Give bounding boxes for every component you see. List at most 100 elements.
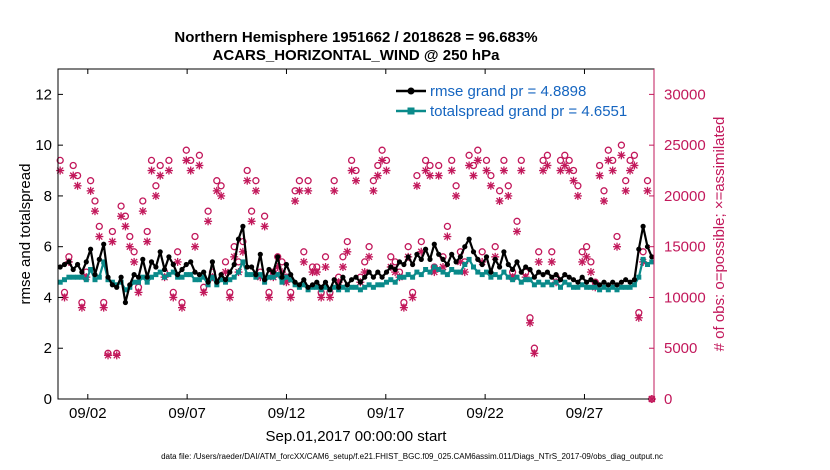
rmse-point — [418, 256, 424, 262]
assimilated-obs-marker — [378, 156, 387, 165]
rmse-point — [375, 269, 381, 275]
totalspread-point — [571, 284, 576, 290]
totalspread-point — [484, 269, 489, 275]
obs-count-markers — [56, 141, 656, 403]
totalspread-point — [584, 284, 590, 290]
possible-obs-marker — [452, 182, 460, 190]
totalspread-point — [344, 287, 350, 293]
totalspread-point — [649, 259, 655, 265]
totalspread-point — [388, 277, 394, 283]
assimilated-obs-marker — [147, 166, 156, 175]
totalspread-point — [645, 262, 650, 267]
possible-obs-marker — [517, 156, 525, 165]
rmse-point — [92, 272, 98, 278]
y2-axis-label: # of obs: o=possible; ×=assimilated — [711, 117, 728, 352]
rmse-point — [57, 264, 63, 270]
assimilated-obs-marker — [143, 237, 152, 246]
totalspread-point — [149, 274, 154, 280]
totalspread-point — [340, 284, 346, 290]
y-tick-label: 8 — [44, 188, 52, 205]
rmse-point — [362, 274, 368, 280]
rmse-point — [644, 244, 651, 250]
rmse-point — [270, 269, 276, 275]
possible-obs-marker — [130, 248, 138, 256]
assimilated-obs-marker — [621, 186, 630, 195]
totalspread-point — [549, 282, 555, 288]
possible-obs-marker — [500, 156, 508, 165]
possible-obs-marker — [321, 253, 330, 261]
totalspread-point — [531, 282, 537, 288]
totalspread-point — [475, 269, 481, 275]
y2-tick-label: 20000 — [664, 188, 706, 205]
possible-obs-marker — [630, 151, 639, 159]
rmse-point — [118, 274, 124, 280]
rmse-point — [279, 274, 285, 280]
rmse-point — [188, 259, 194, 265]
assimilated-obs-marker — [447, 166, 456, 175]
totalspread-point — [579, 282, 585, 288]
totalspread-point — [414, 269, 420, 275]
totalspread-point — [192, 277, 198, 283]
totalspread-point — [209, 274, 215, 280]
totalspread-point — [153, 272, 159, 278]
totalspread-point — [66, 274, 72, 280]
totalspread-point — [497, 274, 503, 280]
y-tick-label: 10 — [35, 137, 52, 154]
totalspread-point — [196, 277, 202, 283]
possible-obs-marker — [565, 156, 573, 165]
rmse-point — [327, 287, 333, 293]
totalspread-point — [279, 279, 285, 285]
possible-obs-marker — [117, 202, 125, 210]
totalspread-point — [518, 279, 524, 285]
rmse-point — [592, 279, 598, 285]
totalspread-point — [253, 274, 259, 280]
rmse-point — [349, 277, 355, 283]
assimilated-obs-marker — [108, 237, 117, 246]
rmse-point — [431, 241, 437, 247]
y-axis-label: rmse and totalspread — [17, 164, 34, 305]
totalspread-point — [83, 277, 89, 283]
possible-obs-marker — [548, 248, 556, 256]
totalspread-point — [540, 282, 546, 288]
possible-obs-marker — [613, 232, 621, 241]
rmse-point — [436, 251, 442, 257]
assimilated-obs-marker — [473, 156, 482, 165]
rmse-point — [131, 272, 137, 278]
totalspread-point — [640, 256, 646, 262]
assimilated-obs-marker — [69, 171, 78, 180]
totalspread-point — [423, 267, 429, 272]
rmse-point — [462, 244, 468, 250]
possible-obs-marker — [69, 161, 77, 170]
legend-rmse-marker — [407, 87, 415, 95]
possible-obs-marker — [347, 156, 356, 165]
possible-obs-marker — [182, 146, 190, 154]
possible-obs-marker — [543, 151, 552, 159]
possible-obs-marker — [374, 161, 382, 170]
possible-obs-marker — [561, 151, 569, 159]
possible-obs-marker — [556, 156, 565, 165]
rmse-point — [153, 264, 159, 270]
totalspread-point — [501, 269, 507, 275]
rmse-point — [122, 299, 128, 306]
rmse-point — [101, 241, 107, 247]
assimilated-obs-marker — [195, 161, 204, 170]
assimilated-obs-marker — [117, 212, 126, 221]
assimilated-obs-marker — [151, 191, 160, 200]
assimilated-obs-marker — [382, 166, 391, 175]
rmse-point — [523, 264, 529, 270]
totalspread-point — [201, 274, 207, 280]
possible-obs-marker — [191, 232, 199, 241]
assimilated-obs-marker — [125, 242, 134, 251]
assimilated-obs-marker — [225, 293, 234, 302]
rmse-point — [492, 256, 498, 262]
totalspread-point — [544, 279, 550, 285]
assimilated-obs-marker — [60, 293, 69, 302]
rmse-point — [205, 279, 211, 285]
rmse-point — [544, 269, 551, 275]
possible-obs-marker — [639, 248, 647, 256]
x-tick-label: 09/02 — [69, 405, 107, 422]
totalspread-point — [405, 272, 411, 278]
rmse-point — [249, 264, 255, 270]
rmse-point — [322, 279, 329, 285]
assimilated-obs-marker — [547, 257, 556, 266]
